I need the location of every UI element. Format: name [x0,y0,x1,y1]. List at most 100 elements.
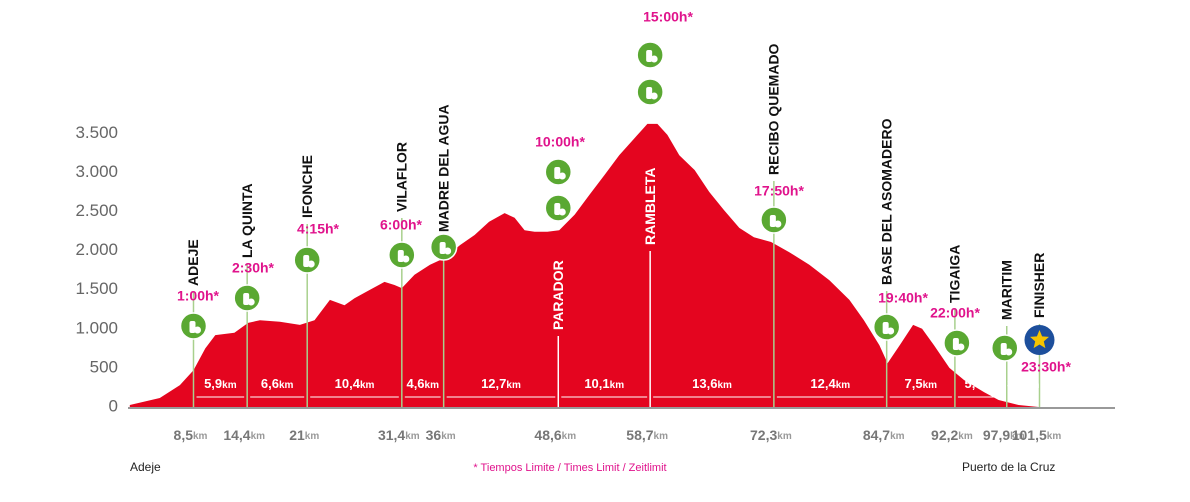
segment-unit: km [279,380,294,391]
x-tick-label: 21km [289,427,319,443]
segment-value: 12,7 [481,376,506,391]
time-limit: 4:15h* [297,221,340,237]
y-tick-label: 500 [90,357,118,376]
station-name: FINISHER [1031,253,1047,318]
aid-icon-fruit [307,260,315,268]
x-unit: km [958,431,973,442]
segment-value: 5,9 [204,376,222,391]
segment-length: 12,7km [481,376,521,391]
x-tick-label: 48,6km [534,427,576,443]
station-name: MADRE DEL AGUA [435,104,451,232]
elevation-area [129,123,1039,408]
x-tick-label: 14,4km [223,427,265,443]
x-tick-label: 92,2km [931,427,973,443]
x-tick-value: 58,7 [626,427,653,443]
time-limit: 6:00h* [380,217,423,233]
time-limit: 10:00h* [535,134,585,150]
station-name: PARADOR [550,260,566,330]
time-limit: 17:50h* [754,183,804,199]
station-name: RECIBO QUEMADO [766,43,782,175]
x-tick-label: 31,4km [378,427,420,443]
x-tick-label: 58,7km [626,427,668,443]
station-name: LA QUINTA [239,183,255,258]
x-unit: km [405,431,420,442]
x-unit: km [1010,431,1025,442]
x-tick-value: 72,3 [750,427,777,443]
aid-icon-fruit [957,343,965,351]
segment-length: 7,5km [905,376,938,391]
segment-value: 10,4 [335,376,361,391]
segment-value: 13,6 [692,376,717,391]
x-tick-value: 84,7 [863,427,890,443]
x-tick-value: 97,9 [983,427,1010,443]
x-tick-value: 21 [289,427,305,443]
aid-icon-fruit [650,55,658,63]
x-unit: km [654,431,669,442]
segment-value: 5,7 [965,376,983,391]
x-tick-label: 72,3km [750,427,792,443]
start-label: Adeje [130,460,161,474]
y-tick-label: 1.000 [75,318,118,337]
segment-unit: km [836,380,851,391]
x-unit: km [193,431,208,442]
x-unit: km [562,431,577,442]
time-note: * Tiempos Limite / Times Limit / Zeitlim… [473,462,666,474]
time-limit: 23:30h* [1021,359,1071,375]
x-tick-value: 14,4 [223,427,250,443]
segment-value: 3,6 [1007,376,1025,391]
segment-unit: km [923,380,938,391]
station-name: RAMBLETA [642,167,658,245]
x-tick-value: 36 [426,427,442,443]
segment-value: 10,1 [584,376,609,391]
x-unit: km [305,431,320,442]
finish-label: Puerto de la Cruz [962,460,1055,474]
x-tick-label: 101,5km [1012,427,1062,443]
x-tick-label: 8,5km [174,427,208,443]
segment-length: 10,4km [335,376,375,391]
x-tick-label: 84,7km [863,427,905,443]
aid-icon-fruit [1005,348,1013,356]
station-name: IFONCHE [299,155,315,218]
segment-length: 4,6km [406,376,439,391]
segment-unit: km [1025,380,1040,391]
segment-unit: km [610,380,625,391]
time-limit: 22:00h* [930,305,980,321]
segment-unit: km [222,380,237,391]
segment-value: 12,4 [810,376,836,391]
aid-icon-fruit [558,208,566,216]
segment-length: 3,6km [1007,376,1040,391]
finish-star [1030,330,1049,349]
station-name: MARITIM [998,260,1014,320]
time-limit: 1:00h* [177,288,220,304]
aid-icon-fruit [444,247,452,255]
segment-unit: km [425,380,440,391]
time-limit: 2:30h* [232,260,275,276]
y-tick-label: 3.500 [75,123,118,142]
segment-unit: km [506,380,521,391]
segment-value: 7,5 [905,376,923,391]
segment-unit: km [717,380,732,391]
segment-unit: km [983,380,998,391]
x-tick-value: 8,5 [174,427,194,443]
x-tick-value: 101,5 [1012,427,1047,443]
station-name: VILAFLOR [394,142,410,212]
segment-value: 4,6 [406,376,424,391]
x-tick-value: 48,6 [534,427,561,443]
station-name: TIGAIGA [947,245,963,303]
y-tick-label: 1.500 [75,279,118,298]
aid-icon-fruit [402,255,410,263]
segment-length: 10,1km [584,376,624,391]
aid-icon-fruit [193,326,201,334]
segment-length: 6,6km [261,376,294,391]
segment-unit: km [360,380,375,391]
x-tick-label: 36km [426,427,456,443]
x-unit: km [441,431,456,442]
segment-length: 12,4km [810,376,850,391]
x-unit: km [251,431,266,442]
segment-length: 13,6km [692,376,732,391]
time-limit: 15:00h* [643,9,693,25]
station-name: ADEJE [185,239,201,286]
x-unit: km [777,431,792,442]
time-limit: 19:40h* [878,290,928,306]
aid-icon-fruit [558,172,566,180]
